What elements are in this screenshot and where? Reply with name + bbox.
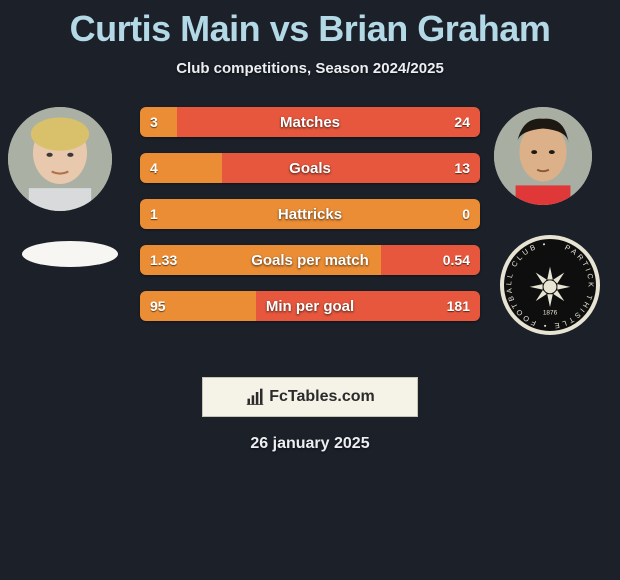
stat-label: Hattricks	[140, 199, 480, 229]
player1-avatar	[8, 107, 112, 211]
stat-row: 324Matches	[140, 107, 480, 137]
stat-row: 95181Min per goal	[140, 291, 480, 321]
player1-club-badge	[22, 241, 118, 267]
stat-label: Min per goal	[140, 291, 480, 321]
stat-row: 413Goals	[140, 153, 480, 183]
title-player1: Curtis Main	[70, 8, 261, 49]
stat-row: 10Hattricks	[140, 199, 480, 229]
stats-bars: 324Matches 413Goals 10Hattricks 1.330.54Goa…	[140, 107, 480, 337]
attribution-badge: FcTables.com	[202, 377, 418, 417]
stat-label: Matches	[140, 107, 480, 137]
comparison-title: Curtis Main vs Brian Graham	[0, 0, 620, 50]
player2-club-badge: PARTICK THISTLE • FOOTBALL CLUB • 1876	[500, 235, 600, 335]
title-player2: Brian Graham	[318, 8, 550, 49]
comparison-stage: PARTICK THISTLE • FOOTBALL CLUB • 1876 3…	[0, 107, 620, 367]
comparison-date: 26 january 2025	[0, 435, 620, 453]
title-vs: vs	[270, 8, 309, 49]
club-year: 1876	[543, 309, 558, 316]
stat-label: Goals per match	[140, 245, 480, 275]
subtitle: Club competitions, Season 2024/2025	[0, 60, 620, 77]
player2-avatar	[494, 107, 592, 205]
bar-chart-icon	[245, 387, 265, 407]
attribution-text: FcTables.com	[269, 388, 375, 406]
stat-label: Goals	[140, 153, 480, 183]
stat-row: 1.330.54Goals per match	[140, 245, 480, 275]
